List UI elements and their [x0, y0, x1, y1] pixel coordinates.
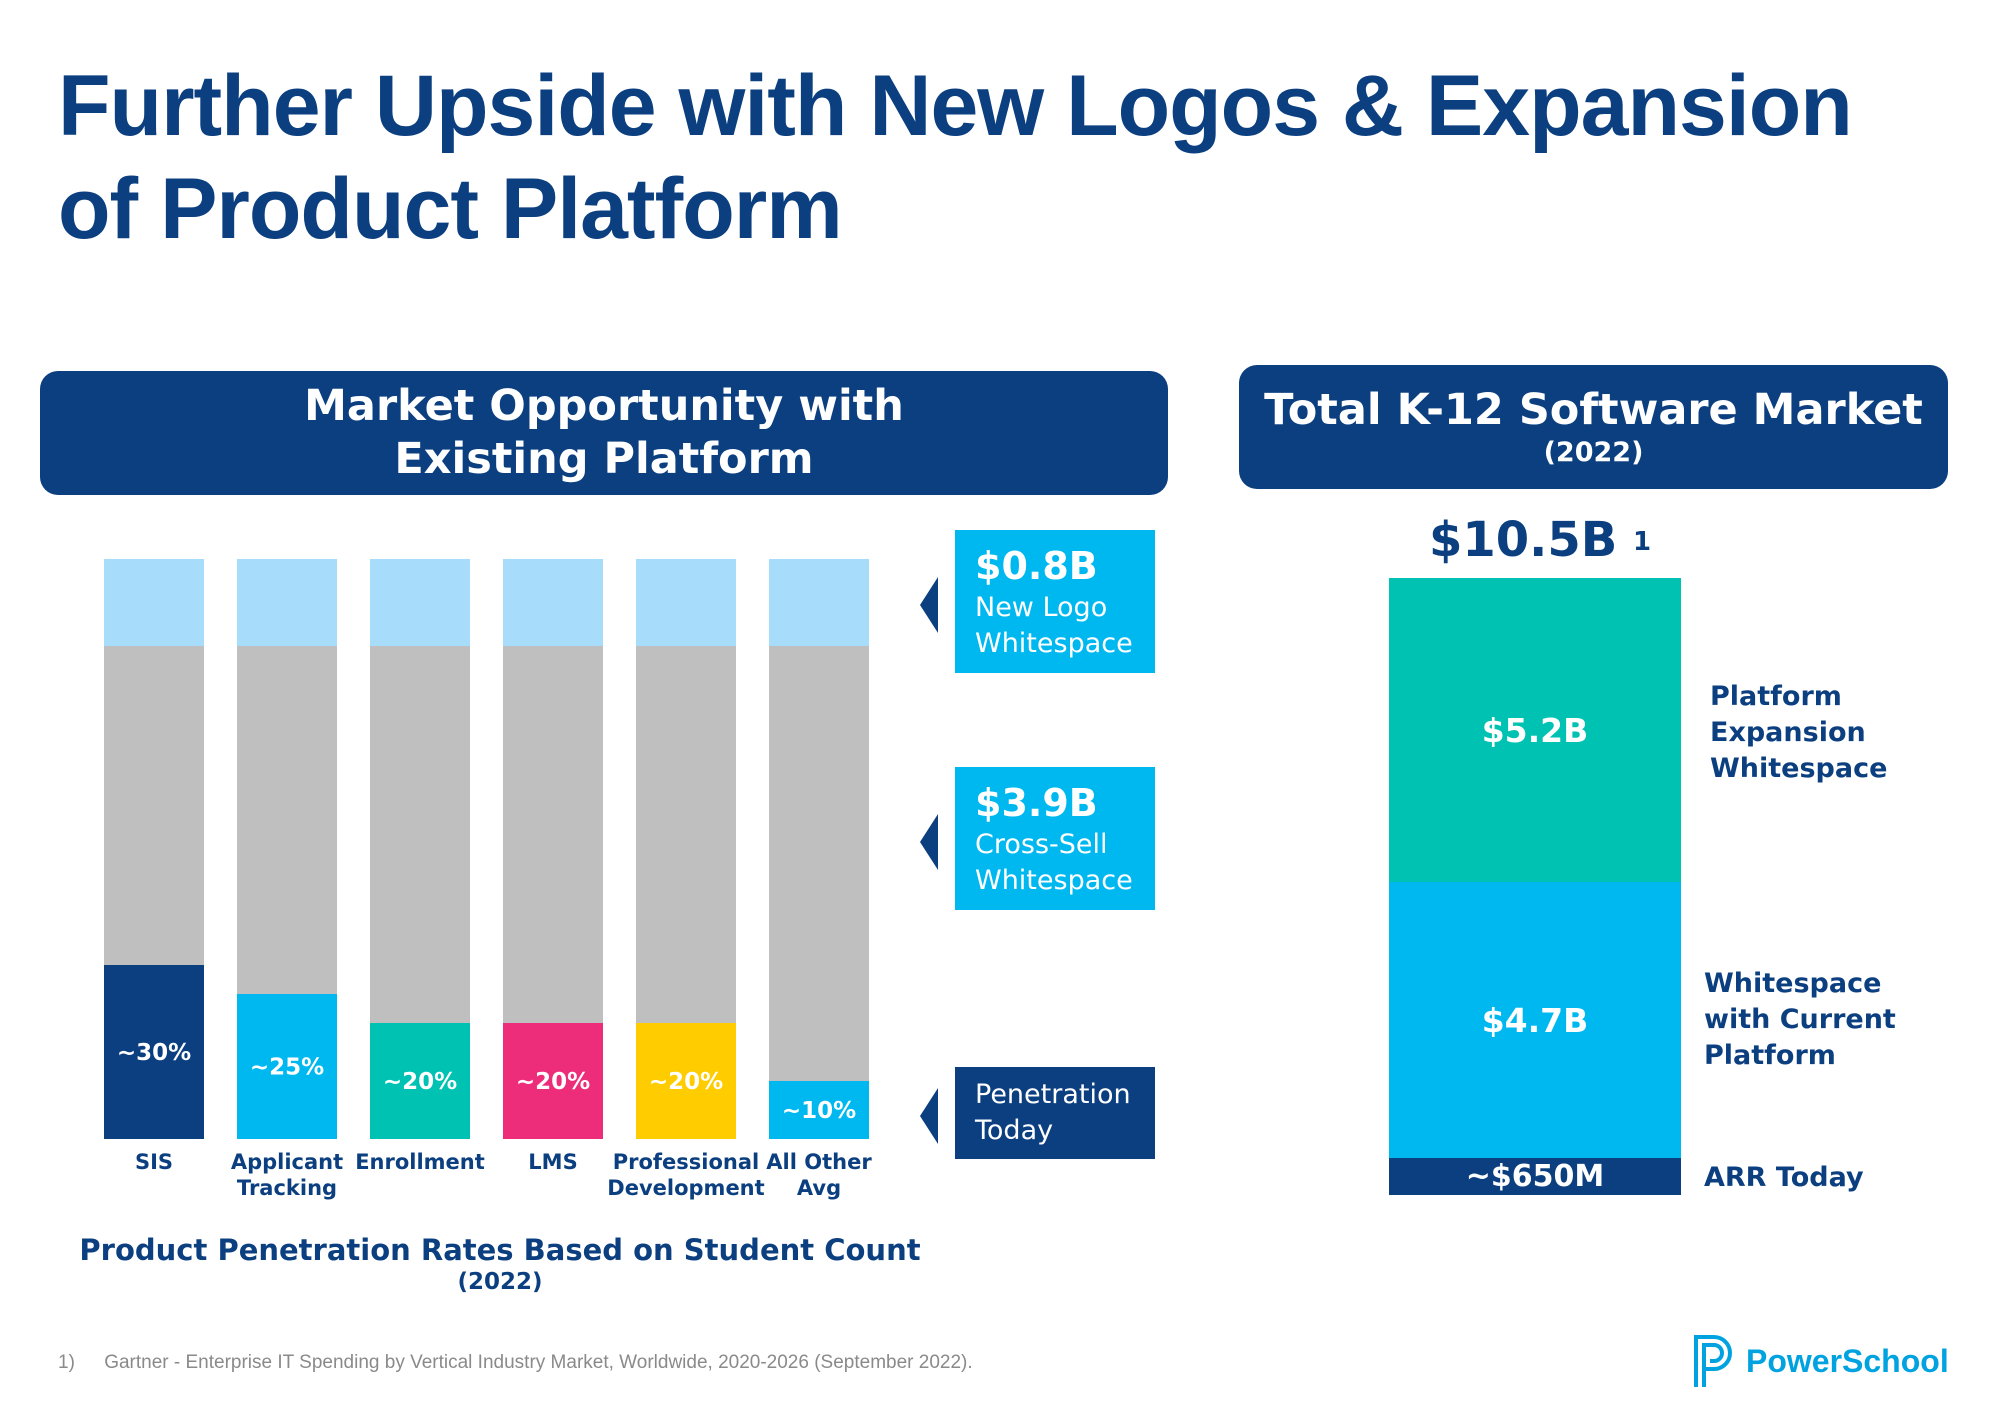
platform-expansion-label-line-2: Expansion: [1710, 717, 1866, 748]
platform-expansion-value: $5.2B: [1481, 710, 1589, 750]
current-platform-label-line-3: Platform: [1704, 1040, 1836, 1071]
cross-sell-label-line-1: Cross-Sell: [975, 829, 1108, 860]
market-stacked-bar: $5.2B $4.7B ~$650M: [1389, 578, 1681, 1195]
new-logo-arrow-icon: [920, 577, 938, 633]
penetration-label-line-2: Today: [975, 1115, 1054, 1146]
market-segment-current-platform: $4.7B: [1389, 882, 1681, 1158]
market-opportunity-header-line-1: Market Opportunity with: [304, 381, 904, 431]
market-total-footnote-marker: 1: [1632, 526, 1652, 557]
bar-4-value-label: ~20%: [516, 1069, 590, 1095]
bar-2-category-label: Applicant Tracking: [230, 1150, 344, 1200]
bar-2-cross-sell-segment: [237, 646, 337, 994]
page-title: Further Upside with New Logos & Expansio…: [58, 55, 1958, 261]
new-logo-amount: $0.8B: [975, 544, 1098, 588]
new-logo-label-line-1: New Logo: [975, 592, 1108, 623]
bar-2-penetration-segment: [237, 994, 337, 1139]
market-segment-platform-expansion: $5.2B: [1389, 578, 1681, 882]
bar-5-penetration-segment: [636, 1023, 736, 1139]
bar-1-cross-sell-segment: [104, 646, 204, 965]
bar-5-value-label: ~20%: [649, 1069, 723, 1095]
bar-6-category-label: All Other Avg: [766, 1150, 872, 1200]
penetration-arrow-icon: [920, 1088, 938, 1144]
arr-today-value: ~$650M: [1465, 1159, 1605, 1194]
bar-5-new-logo-segment: [636, 559, 736, 646]
page-title-line-2: of Product Platform: [58, 161, 843, 257]
bar-1-category-label: SIS: [134, 1150, 174, 1174]
bar-1-penetration-segment: [104, 965, 204, 1139]
bar-4-new-logo-segment: [503, 559, 603, 646]
platform-expansion-label-line-3: Whitespace: [1710, 753, 1888, 784]
current-platform-value: $4.7B: [1481, 1000, 1589, 1040]
cross-sell-amount: $3.9B: [975, 781, 1098, 825]
bar-4-cross-sell-segment: [503, 646, 603, 1023]
platform-expansion-label-line-1: Platform: [1710, 681, 1842, 712]
bar-2-value-label: ~25%: [250, 1055, 324, 1081]
bar-3-category-label: Enrollment: [355, 1150, 485, 1174]
market-total: $10.5B 1: [1390, 512, 1690, 568]
bar-5-category-label: Professional Development: [607, 1150, 765, 1200]
penetration-label-line-1: Penetration: [975, 1079, 1131, 1110]
penetration-today-callout: Penetration Today: [955, 1067, 1155, 1159]
footnote: 1) Gartner - Enterprise IT Spending by V…: [58, 1352, 973, 1374]
bar-1-new-logo-segment: [104, 559, 204, 646]
bar-1-value-label: ~30%: [117, 1040, 191, 1066]
bar-6-new-logo-segment: [769, 559, 869, 646]
bar-3-penetration-segment: [370, 1023, 470, 1139]
market-opportunity-header: Market Opportunity with Existing Platfor…: [40, 371, 1168, 495]
k12-market-header-title: Total K-12 Software Market: [1264, 385, 1923, 435]
bar-6-penetration-segment: [769, 1081, 869, 1139]
footnote-text: Gartner - Enterprise IT Spending by Vert…: [104, 1352, 973, 1373]
footnote-number: 1): [58, 1352, 75, 1373]
powerschool-logo: PowerSchool: [1692, 1333, 1949, 1389]
cross-sell-arrow-icon: [920, 814, 938, 870]
powerschool-mark-icon: [1694, 1335, 1732, 1387]
bar-4-penetration-segment: [503, 1023, 603, 1139]
bar-6-value-label: ~10%: [782, 1098, 856, 1124]
platform-expansion-label: Platform Expansion Whitespace: [1710, 679, 1887, 787]
cross-sell-whitespace-callout: $3.9B Cross-Sell Whitespace: [955, 767, 1155, 910]
market-total-value: $10.5B: [1428, 512, 1618, 568]
market-segment-arr-today: ~$650M: [1389, 1158, 1681, 1195]
bar-3-new-logo-segment: [370, 559, 470, 646]
arr-today-label-line-1: ARR Today: [1704, 1162, 1864, 1193]
page-title-line-1: Further Upside with New Logos & Expansio…: [58, 58, 1853, 154]
new-logo-whitespace-callout: $0.8B New Logo Whitespace: [955, 530, 1155, 673]
cross-sell-label-line-2: Whitespace: [975, 865, 1133, 896]
arr-today-label: ARR Today: [1704, 1160, 1864, 1196]
bar-3-cross-sell-segment: [370, 646, 470, 1023]
chart-caption-title: Product Penetration Rates Based on Stude…: [79, 1233, 921, 1267]
current-platform-label-line-2: with Current: [1704, 1004, 1896, 1035]
penetration-bar-chart: ~30% ~25% ~20% ~20% ~20% ~10%: [104, 559, 869, 1139]
bar-5-cross-sell-segment: [636, 646, 736, 1023]
powerschool-logo-text: PowerSchool: [1746, 1342, 1949, 1379]
current-platform-label-line-1: Whitespace: [1704, 968, 1882, 999]
bar-2-new-logo-segment: [237, 559, 337, 646]
bar-3-value-label: ~20%: [383, 1069, 457, 1095]
current-platform-label: Whitespace with Current Platform: [1704, 966, 1896, 1074]
bar-4-category-label: LMS: [528, 1150, 578, 1174]
k12-market-header: Total K-12 Software Market (2022): [1239, 365, 1948, 489]
bar-6-cross-sell-segment: [769, 646, 869, 1081]
market-opportunity-header-line-2: Existing Platform: [394, 434, 814, 484]
chart-caption-year: (2022): [457, 1269, 543, 1295]
k12-market-header-year: (2022): [1543, 437, 1644, 468]
new-logo-label-line-2: Whitespace: [975, 628, 1133, 659]
chart-caption: Product Penetration Rates Based on Stude…: [60, 1232, 940, 1296]
